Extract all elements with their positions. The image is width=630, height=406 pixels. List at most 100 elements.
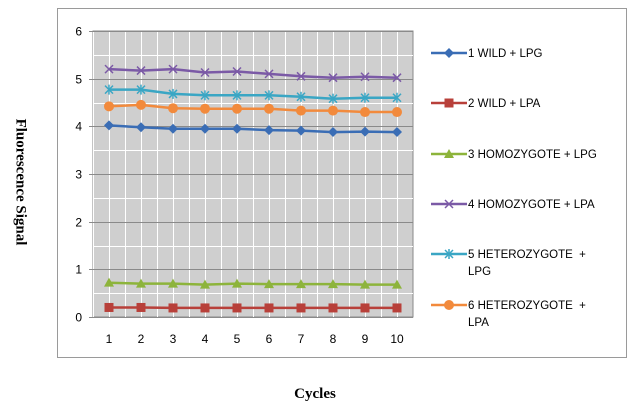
legend-label: 3 HOMOZYGOTE + LPG xyxy=(468,149,597,161)
data-point xyxy=(328,93,338,104)
series-2 xyxy=(104,302,402,313)
data-point xyxy=(200,123,210,134)
data-point xyxy=(296,91,306,102)
x-tick-label: 9 xyxy=(362,332,369,346)
legend-entry-6: 6 HETEROZYGOTE + LPA xyxy=(431,300,586,329)
series-6 xyxy=(104,99,402,118)
legend-marker xyxy=(444,48,454,58)
data-point xyxy=(104,302,114,312)
series-line xyxy=(108,67,398,79)
data-point xyxy=(136,66,146,76)
data-point xyxy=(104,64,114,74)
data-point xyxy=(232,103,242,114)
data-point xyxy=(168,303,178,313)
legend-entry-2: 2 WILD + LPA xyxy=(431,98,541,110)
data-point xyxy=(296,279,306,289)
data-point xyxy=(296,71,306,81)
legend-label-line: LPA xyxy=(468,317,489,329)
legend-entry-4: 4 HOMOZYGOTE + LPA xyxy=(431,199,595,211)
legend-label-line: 2 WILD + LPA xyxy=(468,98,541,110)
data-point xyxy=(360,92,370,103)
data-point xyxy=(328,279,338,289)
x-tick-label: 5 xyxy=(234,332,241,346)
data-point xyxy=(136,122,146,133)
legend-marker xyxy=(444,149,454,158)
x-tick-label: 4 xyxy=(202,332,209,346)
y-tick-label: 3 xyxy=(75,168,82,182)
y-axis-ticks: 0 1 2 3 4 5 6 xyxy=(75,25,93,325)
series-5 xyxy=(104,84,402,104)
data-point xyxy=(232,303,242,313)
data-point xyxy=(392,279,402,289)
data-point-stroke xyxy=(136,66,146,76)
y-tick-label: 0 xyxy=(75,311,82,325)
data-point xyxy=(168,123,178,134)
data-point xyxy=(168,278,178,288)
data-point xyxy=(264,69,274,79)
data-point xyxy=(296,105,306,116)
x-tick-label: 7 xyxy=(298,332,305,346)
y-axis-title: Fluorescence Signal xyxy=(12,118,29,246)
data-point-stroke xyxy=(392,73,402,83)
line-chart: 0 1 2 3 4 5 6 1 2 3 4 5 6 7 8 9 10 1 WILD + LPG 2 WILD +… xyxy=(75,25,597,347)
data-point xyxy=(392,107,402,118)
data-point xyxy=(232,90,242,101)
series-line xyxy=(108,124,398,134)
y-tick-label: 4 xyxy=(75,120,82,134)
data-point xyxy=(200,90,210,101)
data-point xyxy=(392,92,402,103)
series-line xyxy=(108,103,397,114)
data-point xyxy=(136,278,146,288)
data-point xyxy=(264,125,274,136)
data-point xyxy=(264,303,274,313)
series-line xyxy=(108,281,397,286)
x-tick-label: 8 xyxy=(330,332,337,346)
data-point xyxy=(136,99,146,110)
x-tick-label: 3 xyxy=(170,332,177,346)
data-point xyxy=(104,277,114,287)
legend-label-line: 3 HOMOZYGOTE + LPG xyxy=(468,149,597,161)
legend-marker xyxy=(444,98,454,108)
legend-label: 5 HETEROZYGOTE + LPG xyxy=(468,249,586,278)
data-point xyxy=(392,303,402,313)
x-tick-label: 10 xyxy=(390,332,404,346)
legend-label-line: 4 HOMOZYGOTE + LPA xyxy=(468,199,595,211)
legend-label-line: 5 HETEROZYGOTE + xyxy=(468,249,586,261)
data-point-stroke xyxy=(328,73,338,83)
data-point xyxy=(136,84,146,95)
y-axis-title-area: Fluorescence Signal xyxy=(0,0,40,406)
data-point xyxy=(360,303,370,313)
legend-marker xyxy=(444,249,454,259)
y-tick-label: 1 xyxy=(75,263,82,277)
series-layer xyxy=(104,64,402,313)
data-point xyxy=(104,120,114,131)
legend-entry-3: 3 HOMOZYGOTE + LPG xyxy=(431,149,597,161)
series-4 xyxy=(104,64,402,83)
data-point xyxy=(328,73,338,83)
legend-label: 4 HOMOZYGOTE + LPA xyxy=(468,199,595,211)
data-point-stroke xyxy=(296,71,306,81)
x-tick-label: 1 xyxy=(106,332,113,346)
y-tick-label: 6 xyxy=(75,25,82,39)
data-point xyxy=(200,103,210,114)
x-tick-label: 6 xyxy=(266,332,273,346)
data-point xyxy=(392,73,402,83)
y-tick-label: 5 xyxy=(75,73,82,87)
data-point-stroke xyxy=(168,64,178,74)
legend-label: 1 WILD + LPG xyxy=(468,48,543,60)
legend-marker-stroke xyxy=(444,199,454,209)
data-point xyxy=(200,67,210,78)
x-tick-label: 2 xyxy=(138,332,145,346)
legend: 1 WILD + LPG 2 WILD + LPA 3 HOMOZYGOTE + L… xyxy=(431,48,597,329)
data-point xyxy=(200,303,210,313)
data-point xyxy=(232,278,242,288)
data-point xyxy=(296,303,306,313)
data-point-stroke xyxy=(200,67,210,78)
data-point xyxy=(232,66,242,77)
legend-label: 6 HETEROZYGOTE + LPA xyxy=(468,300,586,329)
legend-marker xyxy=(444,300,454,310)
data-point-stroke xyxy=(104,64,114,74)
data-point xyxy=(104,101,114,112)
data-point-stroke xyxy=(360,72,370,82)
data-point xyxy=(264,103,274,114)
